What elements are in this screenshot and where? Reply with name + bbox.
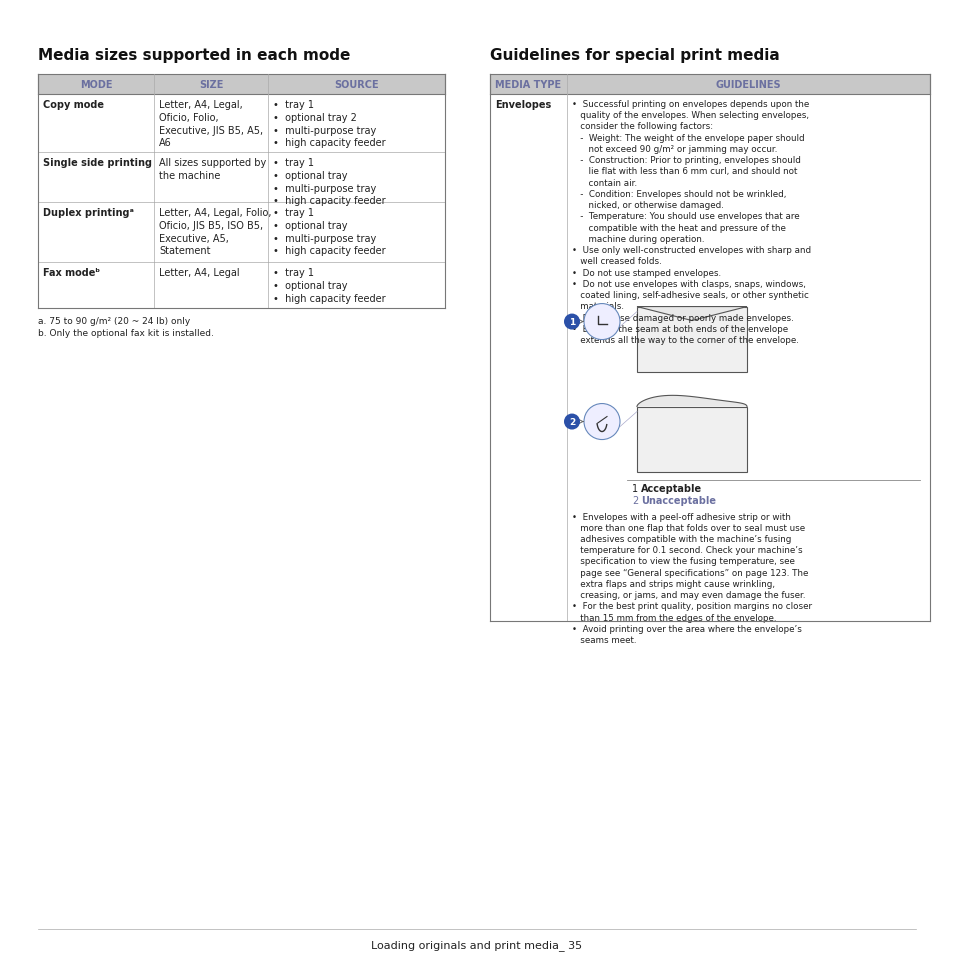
Text: SIZE: SIZE bbox=[198, 80, 223, 90]
Bar bbox=[637, 307, 746, 373]
Text: GUIDELINES: GUIDELINES bbox=[715, 80, 781, 90]
Text: a. 75 to 90 g/m² (20 ~ 24 lb) only
b. Only the optional fax kit is installed.: a. 75 to 90 g/m² (20 ~ 24 lb) only b. On… bbox=[38, 316, 213, 338]
Text: MODE: MODE bbox=[80, 80, 112, 90]
Text: •  tray 1
•  optional tray
•  multi-purpose tray
•  high capacity feeder: • tray 1 • optional tray • multi-purpose… bbox=[273, 208, 385, 256]
Text: MEDIA TYPE: MEDIA TYPE bbox=[495, 80, 561, 90]
Text: •  tray 1
•  optional tray 2
•  multi-purpose tray
•  high capacity feeder: • tray 1 • optional tray 2 • multi-purpo… bbox=[273, 100, 385, 149]
Text: Letter, A4, Legal: Letter, A4, Legal bbox=[159, 268, 239, 277]
Circle shape bbox=[583, 404, 619, 440]
Text: •  Envelopes with a peel-off adhesive strip or with
   more than one flap that f: • Envelopes with a peel-off adhesive str… bbox=[572, 512, 811, 644]
Bar bbox=[637, 407, 746, 472]
Text: Envelopes: Envelopes bbox=[495, 100, 551, 110]
Bar bbox=[38, 75, 444, 95]
Text: Single side printing: Single side printing bbox=[43, 158, 152, 168]
Circle shape bbox=[563, 314, 579, 330]
Text: •  Successful printing on envelopes depends upon the
   quality of the envelopes: • Successful printing on envelopes depen… bbox=[572, 100, 810, 345]
Text: SOURCE: SOURCE bbox=[334, 80, 378, 90]
Text: 2: 2 bbox=[631, 495, 638, 505]
Text: Fax modeᵇ: Fax modeᵇ bbox=[43, 268, 100, 277]
Text: Media sizes supported in each mode: Media sizes supported in each mode bbox=[38, 48, 350, 63]
Text: Copy mode: Copy mode bbox=[43, 100, 104, 110]
Text: •  tray 1
•  optional tray
•  high capacity feeder: • tray 1 • optional tray • high capacity… bbox=[273, 268, 385, 303]
Text: Acceptable: Acceptable bbox=[640, 483, 701, 493]
Text: All sizes supported by
the machine: All sizes supported by the machine bbox=[159, 158, 266, 180]
Text: 1: 1 bbox=[631, 483, 638, 493]
Text: 2: 2 bbox=[568, 417, 575, 427]
Circle shape bbox=[563, 415, 579, 430]
Text: •  tray 1
•  optional tray
•  multi-purpose tray
•  high capacity feeder: • tray 1 • optional tray • multi-purpose… bbox=[273, 158, 385, 206]
Circle shape bbox=[583, 304, 619, 340]
Text: Unacceptable: Unacceptable bbox=[640, 495, 716, 505]
Bar bbox=[490, 75, 929, 95]
Polygon shape bbox=[637, 307, 746, 321]
Text: Letter, A4, Legal, Folio,
Oficio, JIS B5, ISO B5,
Executive, A5,
Statement: Letter, A4, Legal, Folio, Oficio, JIS B5… bbox=[159, 208, 272, 256]
Text: Guidelines for special print media: Guidelines for special print media bbox=[490, 48, 779, 63]
Text: Letter, A4, Legal,
Oficio, Folio,
Executive, JIS B5, A5,
A6: Letter, A4, Legal, Oficio, Folio, Execut… bbox=[159, 100, 263, 149]
Text: Duplex printingᵃ: Duplex printingᵃ bbox=[43, 208, 133, 217]
Text: Loading originals and print media_ 35: Loading originals and print media_ 35 bbox=[371, 939, 582, 950]
Text: 1: 1 bbox=[568, 317, 575, 327]
